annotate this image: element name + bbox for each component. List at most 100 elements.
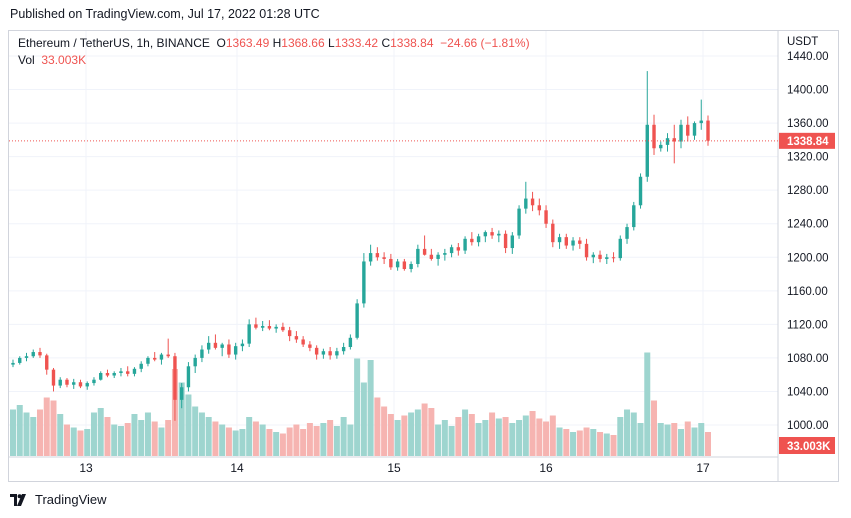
chart-frame xyxy=(8,30,839,482)
volume-bar xyxy=(381,406,388,456)
candle-body xyxy=(240,343,245,347)
candle-body xyxy=(152,357,157,360)
volume-bar xyxy=(671,423,678,456)
volume-bar xyxy=(367,360,374,456)
volume-bar xyxy=(603,433,610,456)
candle-body xyxy=(99,373,103,380)
volume-bar xyxy=(556,427,563,456)
volume-bar xyxy=(212,421,219,456)
volume-bar xyxy=(300,429,307,456)
candle-body xyxy=(112,373,116,376)
candle-body xyxy=(24,356,29,358)
candle-body xyxy=(65,379,69,385)
candle-body xyxy=(267,326,272,329)
candle-body xyxy=(429,254,434,259)
volume-bar xyxy=(124,423,131,456)
volume-bar xyxy=(664,424,671,456)
candle-body xyxy=(652,124,656,149)
candle-body xyxy=(193,357,197,367)
candle-body xyxy=(375,253,380,258)
candle-body xyxy=(483,232,488,237)
candle-body xyxy=(659,144,663,149)
volume-bar xyxy=(651,400,658,456)
candle-body xyxy=(368,253,373,262)
volume-bar xyxy=(198,412,205,456)
candle-body xyxy=(146,357,150,364)
volume-bar xyxy=(455,417,462,456)
y-tick-label: 1200.00 xyxy=(787,252,829,264)
candle-body xyxy=(389,258,393,268)
candle-body xyxy=(301,339,305,345)
y-tick-label: 1240.00 xyxy=(787,219,829,231)
change-value: −24.66 (−1.81%) xyxy=(440,36,530,50)
volume-bar xyxy=(117,426,124,456)
volume-bar xyxy=(165,420,172,456)
candle-body xyxy=(443,253,447,255)
y-tick-label: 1440.00 xyxy=(787,51,829,63)
candle-body xyxy=(166,354,170,357)
chart-legend: Ethereum / TetherUS, 1h, BINANCE O1363.4… xyxy=(18,36,530,50)
last-volume-label: 33.003K xyxy=(787,441,831,453)
last-volume-badge xyxy=(779,437,835,454)
candle-body xyxy=(409,263,413,270)
volume-bar xyxy=(63,424,70,456)
y-tick-label: 1080.00 xyxy=(787,353,829,365)
candle-body xyxy=(672,138,676,142)
candle-body xyxy=(618,238,622,259)
candle-body xyxy=(665,138,670,145)
low-label: L xyxy=(328,36,335,50)
candle-body xyxy=(632,205,636,228)
grid-lines xyxy=(9,31,778,457)
candle-body xyxy=(557,237,562,243)
candle-body xyxy=(126,371,130,374)
candle-body xyxy=(517,208,521,236)
candle-body xyxy=(699,120,703,124)
close-label: C xyxy=(381,36,391,50)
candle-body xyxy=(470,238,474,243)
candle-body xyxy=(584,243,589,258)
candle-body xyxy=(476,236,481,243)
candle-body xyxy=(416,248,420,264)
candle-body xyxy=(348,337,353,348)
candle-body xyxy=(605,257,609,259)
candle-body xyxy=(490,232,494,236)
candle-body xyxy=(422,248,427,255)
candle-body xyxy=(524,198,528,209)
candle-body xyxy=(456,247,461,251)
volume-bar xyxy=(678,429,685,456)
volume-bar xyxy=(489,412,496,456)
candle-body xyxy=(139,363,143,369)
volume-bar xyxy=(70,427,77,456)
candle-body xyxy=(78,382,83,387)
candle-body xyxy=(72,382,76,385)
candle-body xyxy=(173,356,177,400)
high-value: 1368.66 xyxy=(281,36,325,50)
volume-bar xyxy=(691,427,698,456)
volume-bar xyxy=(421,403,428,456)
candle-body xyxy=(510,235,515,249)
candle-body xyxy=(159,354,164,360)
volume-bar xyxy=(698,423,705,456)
candle-body xyxy=(105,373,110,376)
candle-body xyxy=(611,257,616,259)
footer-brand[interactable]: TradingView xyxy=(10,492,107,507)
volume-bar xyxy=(543,421,550,456)
candle-body xyxy=(335,351,339,356)
volume-bar xyxy=(219,424,226,456)
volume-bar xyxy=(10,409,16,456)
volume-bar xyxy=(597,432,604,456)
candle-body xyxy=(544,210,548,224)
volume-bar xyxy=(77,430,84,456)
candle-body xyxy=(254,324,258,328)
candle-body xyxy=(638,176,643,206)
last-price-overlay: 1338.84 33.003K xyxy=(9,132,835,454)
volume-bar xyxy=(50,400,57,456)
volume-bar xyxy=(246,417,253,456)
candle-body xyxy=(341,347,346,352)
volume-bar xyxy=(502,417,509,456)
y-tick-label: 1360.00 xyxy=(787,118,829,130)
candle-body xyxy=(497,233,501,236)
volume-bar xyxy=(408,412,415,456)
volume-bar xyxy=(441,420,448,456)
